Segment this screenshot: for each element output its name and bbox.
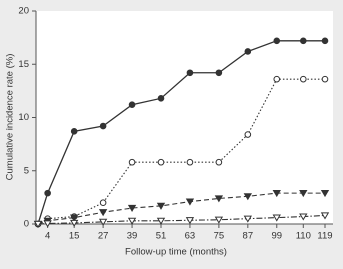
- point: [44, 189, 51, 197]
- point: [70, 219, 79, 227]
- point: [243, 193, 252, 201]
- point: [273, 37, 281, 45]
- point: [70, 214, 79, 222]
- point: [70, 128, 78, 135]
- point: [185, 198, 195, 206]
- x-tick-label: 63: [185, 231, 196, 242]
- point: [244, 48, 252, 55]
- point: [214, 195, 224, 203]
- point: [156, 202, 166, 210]
- point: [299, 213, 308, 221]
- point: [299, 75, 307, 83]
- point: [99, 122, 107, 130]
- point: [215, 158, 223, 166]
- point: [299, 190, 308, 198]
- y-tick-label: 15: [18, 59, 29, 70]
- x-tick-label: 39: [127, 231, 138, 242]
- point: [128, 101, 136, 109]
- point: [156, 217, 166, 225]
- point: [43, 220, 52, 228]
- point: [320, 212, 330, 220]
- point: [99, 199, 107, 206]
- x-axis-label: Follow-up time (months): [125, 247, 227, 258]
- x-tick-label: 99: [271, 231, 282, 242]
- point: [272, 214, 281, 222]
- point: [127, 204, 137, 213]
- point: [98, 209, 108, 217]
- point: [128, 158, 136, 166]
- point: [127, 217, 137, 225]
- point: [321, 37, 329, 45]
- point: [214, 216, 224, 224]
- point: [186, 69, 194, 77]
- point: [299, 37, 307, 45]
- x-tick-label: 27: [98, 231, 109, 242]
- plot-area: [36, 11, 333, 224]
- x-tick-label: 51: [156, 231, 167, 242]
- point: [186, 158, 194, 166]
- point: [243, 215, 252, 223]
- x-tick-label: 119: [317, 231, 332, 242]
- x-tick-label: 15: [69, 231, 80, 242]
- point: [98, 218, 108, 226]
- point: [321, 75, 329, 83]
- series-line: [37, 214, 326, 225]
- x-tick-label: 4: [45, 231, 50, 242]
- y-tick-label: 5: [24, 165, 29, 176]
- point: [157, 158, 165, 166]
- y-tick-label: 0: [24, 219, 29, 230]
- point: [33, 220, 43, 228]
- series-line: [37, 192, 325, 225]
- point: [157, 95, 165, 102]
- y-axis-label: Cumulative incidence rate (%): [5, 54, 16, 181]
- x-tick-label: 110: [296, 231, 311, 242]
- y-tick-label: 20: [18, 6, 29, 17]
- point: [273, 75, 281, 83]
- point: [185, 217, 195, 225]
- y-tick-label: 10: [18, 112, 29, 123]
- x-tick-label: 75: [214, 231, 225, 242]
- point: [244, 131, 252, 138]
- series-line: [37, 40, 325, 225]
- point: [215, 69, 223, 77]
- point: [272, 190, 281, 198]
- x-tick-label: 87: [243, 231, 254, 242]
- point: [320, 190, 330, 198]
